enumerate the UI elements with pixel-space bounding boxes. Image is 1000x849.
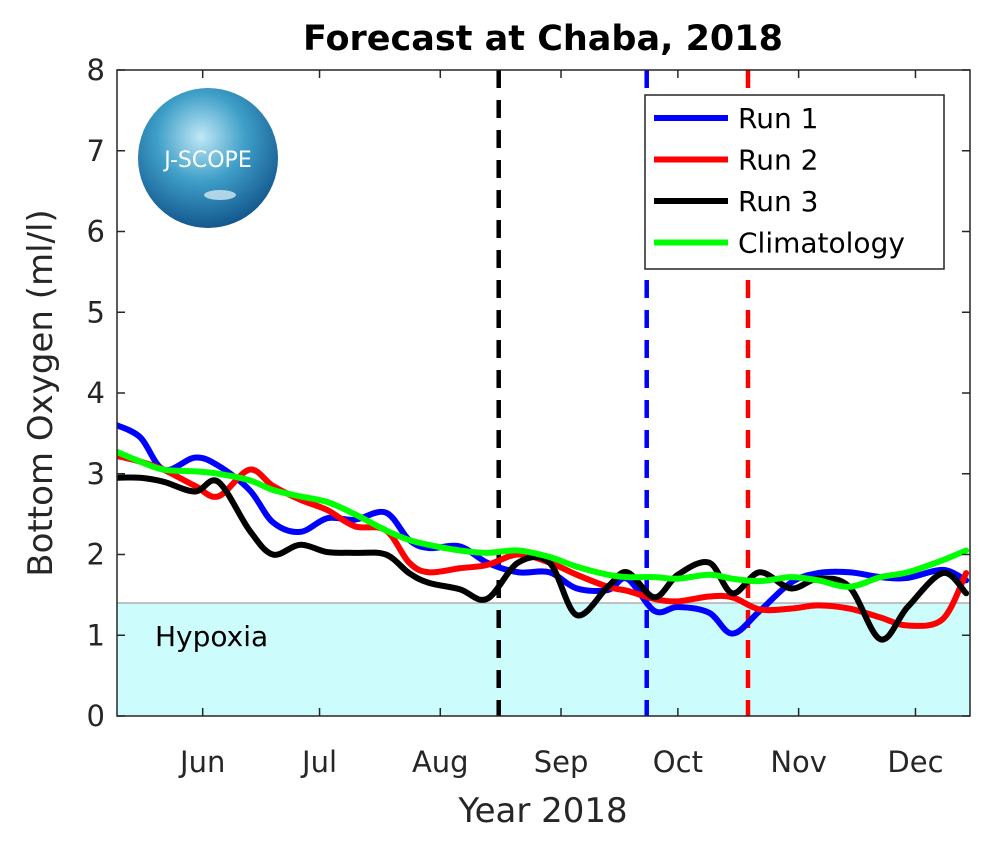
x-tick-label: Dec [887,745,943,779]
x-tick-label: Oct [653,745,703,779]
y-tick-label: 3 [87,457,105,491]
logo-text: J-SCOPE [162,148,251,173]
y-tick-label: 0 [87,699,105,733]
legend-label: Run 3 [738,185,818,218]
legend-label: Run 2 [738,144,818,177]
y-tick-label: 5 [87,295,105,329]
series-line-climatology [117,448,970,590]
legend-label: Climatology [738,227,905,260]
x-tick-label: Aug [412,745,469,779]
x-tick-label: Nov [770,745,827,779]
y-tick-label: 2 [87,538,105,572]
legend-label: Run 1 [738,102,818,135]
y-tick-label: 6 [87,215,105,249]
y-tick-label: 8 [87,53,105,87]
series-line-run-1 [117,422,970,637]
x-axis-label: Year 2018 [457,791,627,831]
y-tick-label: 7 [87,134,105,168]
hypoxia-label: Hypoxia [155,620,268,653]
x-tick-label: Sep [534,745,589,779]
x-tick-label: Jul [300,745,337,779]
x-tick-label: Jun [178,745,225,779]
legend: Run 1 Run 2 Run 3 Climatology [644,94,945,270]
chart-title: Forecast at Chaba, 2018 [303,19,783,59]
y-axis-label: Bottom Oxygen (ml/l) [21,209,61,576]
hypoxia-region [117,602,970,716]
y-tick-label: 4 [87,376,105,410]
y-tick-label: 1 [87,618,105,652]
j-scope-logo: J-SCOPE [138,88,278,228]
